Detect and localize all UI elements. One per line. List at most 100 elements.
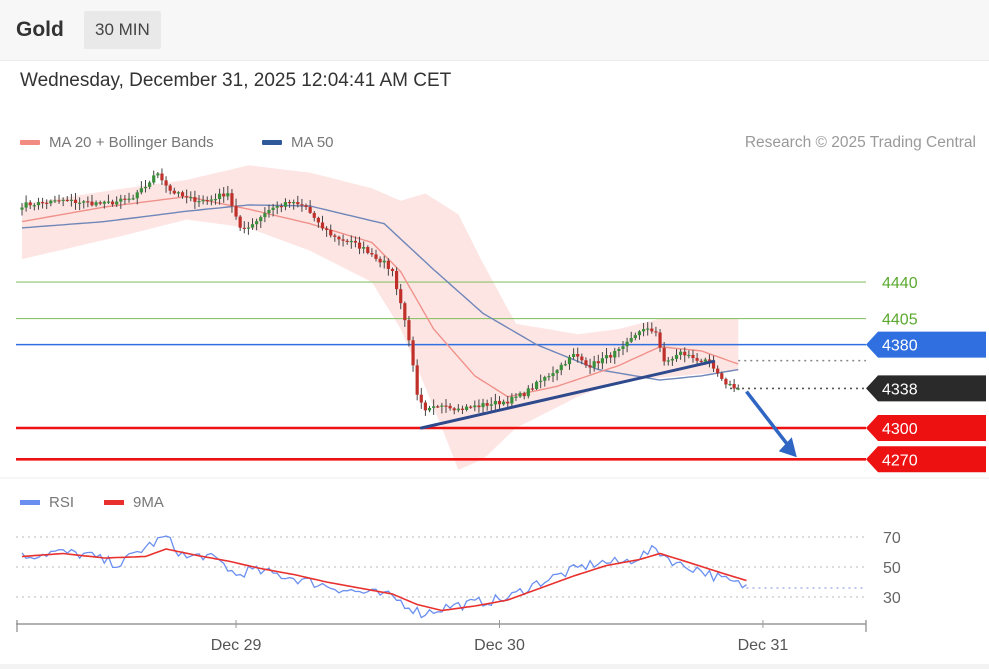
- candle-body: [440, 405, 444, 407]
- candle-body: [110, 201, 115, 205]
- candle-body: [106, 201, 111, 203]
- candle-body: [378, 258, 382, 263]
- candle-body: [452, 408, 456, 411]
- candle-body: [588, 365, 592, 368]
- candle-body: [633, 335, 637, 339]
- candle-body: [559, 364, 563, 371]
- candle-body: [148, 182, 152, 187]
- chart-footer: [0, 664, 989, 669]
- candle-body: [576, 353, 580, 357]
- candle-body: [287, 201, 292, 204]
- candle-body: [691, 354, 695, 359]
- rsi-tick-30: 30: [883, 590, 901, 607]
- candle-body: [662, 347, 666, 362]
- candle-body: [382, 260, 386, 263]
- x-tick-label: Dec 30: [474, 637, 525, 654]
- candle-body: [485, 403, 489, 406]
- instrument-title: Gold: [16, 18, 64, 41]
- candle-body: [460, 408, 465, 410]
- candle-body: [172, 190, 176, 194]
- candle-body: [390, 268, 395, 271]
- candle-body: [658, 332, 662, 348]
- candle-body: [135, 192, 139, 199]
- candle-body: [711, 360, 716, 369]
- candle-body: [736, 388, 740, 390]
- candle-body: [444, 405, 448, 407]
- candle-body: [271, 207, 275, 210]
- rsi-9ma-line: [21, 548, 747, 612]
- candle-body: [259, 217, 263, 222]
- candle-body: [185, 196, 189, 198]
- candle-body: [481, 403, 485, 408]
- candle-body: [61, 199, 65, 202]
- candle-body: [510, 396, 514, 404]
- candle-body: [333, 235, 337, 237]
- candle-body: [320, 222, 325, 229]
- rsi-tick-50: 50: [883, 560, 901, 577]
- candle-body: [728, 383, 732, 386]
- candle-body: [246, 227, 251, 229]
- legend-ma20-label: MA 20 + Bollinger Bands: [49, 134, 214, 151]
- candle-body: [189, 197, 193, 199]
- candle-body: [522, 393, 526, 397]
- candle-body: [115, 201, 119, 205]
- legend-rsi: RSI: [20, 494, 74, 511]
- candle-body: [584, 360, 588, 366]
- candle-body: [374, 254, 378, 259]
- legend-9ma: 9MA: [104, 494, 164, 511]
- candle-body: [217, 193, 222, 200]
- legend-ma50-swatch: [262, 140, 282, 145]
- candle-body: [629, 338, 633, 342]
- candle-body: [456, 408, 460, 411]
- projection-arrow-head: [778, 437, 797, 458]
- timeframe-badge[interactable]: 30 MIN: [84, 11, 161, 49]
- candle-body: [617, 348, 621, 351]
- candle-body: [707, 359, 712, 361]
- candle-body: [156, 173, 160, 176]
- legend-ma50: MA 50: [262, 134, 334, 151]
- candle-body: [366, 247, 370, 254]
- candle-body: [613, 350, 617, 358]
- bollinger-band-area: [22, 165, 739, 470]
- candle-body: [32, 205, 36, 207]
- candle-body: [703, 359, 707, 362]
- legend-ma20: MA 20 + Bollinger Bands: [20, 134, 214, 151]
- candle-body: [621, 346, 625, 349]
- price-tag-4270: [866, 446, 986, 473]
- candle-body: [637, 331, 642, 336]
- candle-body: [567, 357, 572, 365]
- rsi-line: [21, 535, 747, 619]
- candle-body: [600, 358, 605, 364]
- candle-body: [143, 186, 148, 189]
- candle-body: [201, 200, 205, 202]
- candle-body: [679, 351, 683, 355]
- candle-body: [526, 388, 530, 397]
- candle-body: [234, 205, 238, 217]
- candle-body: [563, 364, 567, 366]
- price-tag-text-4300: 4300: [882, 421, 918, 438]
- candle-body: [238, 216, 242, 228]
- candle-body: [534, 381, 539, 389]
- candle-body: [312, 212, 316, 218]
- candle-body: [666, 360, 670, 362]
- candle-body: [69, 199, 73, 201]
- candle-body: [530, 388, 535, 390]
- candle-body: [86, 201, 90, 203]
- candle-body: [646, 328, 650, 330]
- candle-body: [436, 406, 440, 408]
- legend-ma50-label: MA 50: [291, 134, 334, 151]
- candle-body: [654, 331, 658, 333]
- price-tag-text-4270: 4270: [882, 452, 918, 469]
- candle-body: [160, 173, 164, 181]
- research-credit: Research © 2025 Trading Central: [744, 134, 976, 151]
- candle-body: [543, 377, 547, 381]
- candle-body: [732, 383, 736, 389]
- candle-body: [353, 240, 358, 243]
- candle-body: [674, 354, 679, 359]
- legend-ma20-swatch: [20, 140, 40, 145]
- candle-body: [123, 198, 127, 200]
- candle-body: [73, 199, 78, 204]
- candle-body: [300, 204, 304, 206]
- candle-body: [308, 206, 312, 213]
